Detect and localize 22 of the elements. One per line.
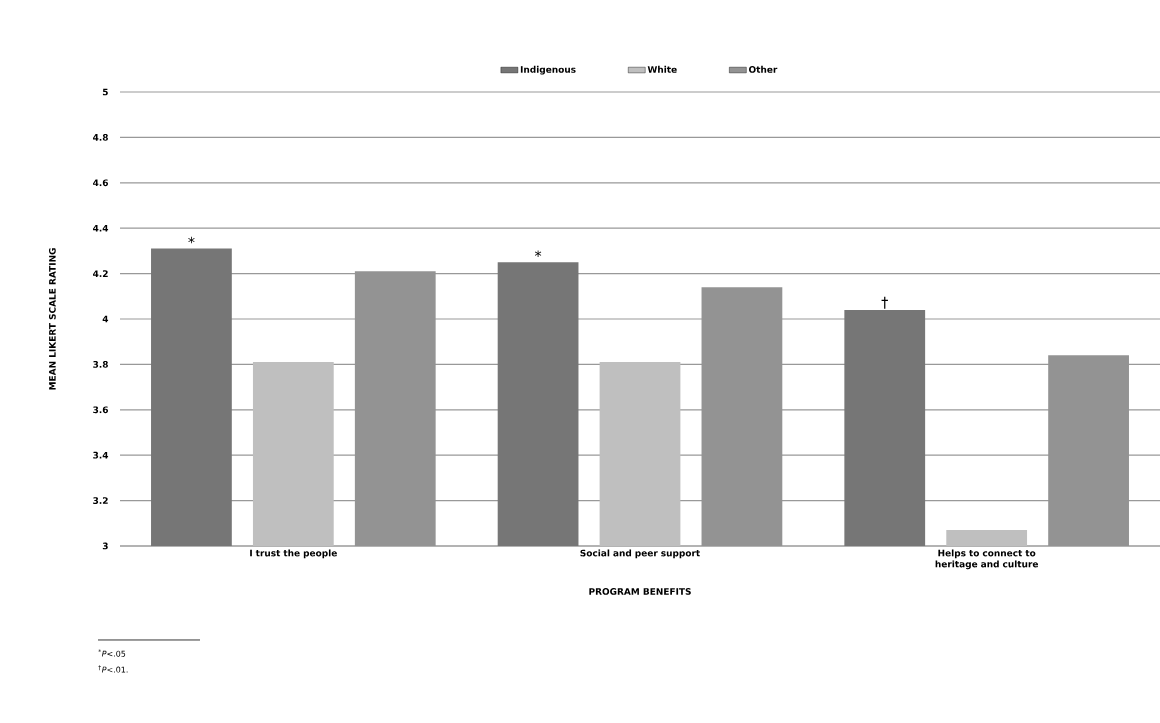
y-tick-label: 3.8 (93, 360, 108, 368)
legend-label: White (647, 65, 677, 73)
legend-label: Other (749, 65, 778, 73)
y-tick-label: 3 (102, 542, 108, 550)
y-tick-label: 4 (102, 315, 109, 323)
y-tick-label: 3.4 (93, 451, 109, 459)
annotation: * (534, 250, 542, 257)
x-tick-label: Helps to connect to heritage and culture (935, 549, 1039, 570)
x-tick-label: I trust the people (250, 549, 337, 559)
y-tick-label: 4.8 (93, 133, 108, 141)
y-tick-label: 3.2 (93, 497, 108, 504)
annotation: * (188, 236, 195, 244)
y-tick-label: 5 (102, 88, 108, 96)
y-tick-label: 3.6 (93, 406, 109, 414)
x-tick-label: Social and peer support (580, 549, 700, 559)
y-tick-label: 4.4 (93, 224, 109, 232)
y-tick-label: 4.6 (93, 179, 109, 187)
y-tick-label: 4.2 (93, 270, 108, 277)
legend-label: Indigenous (520, 65, 576, 75)
annotation: † (881, 296, 888, 309)
x-axis-title: PROGRAM BENEFITS (589, 588, 691, 595)
y-axis-title: MEAN LIKERT SCALE RATING (48, 248, 56, 390)
